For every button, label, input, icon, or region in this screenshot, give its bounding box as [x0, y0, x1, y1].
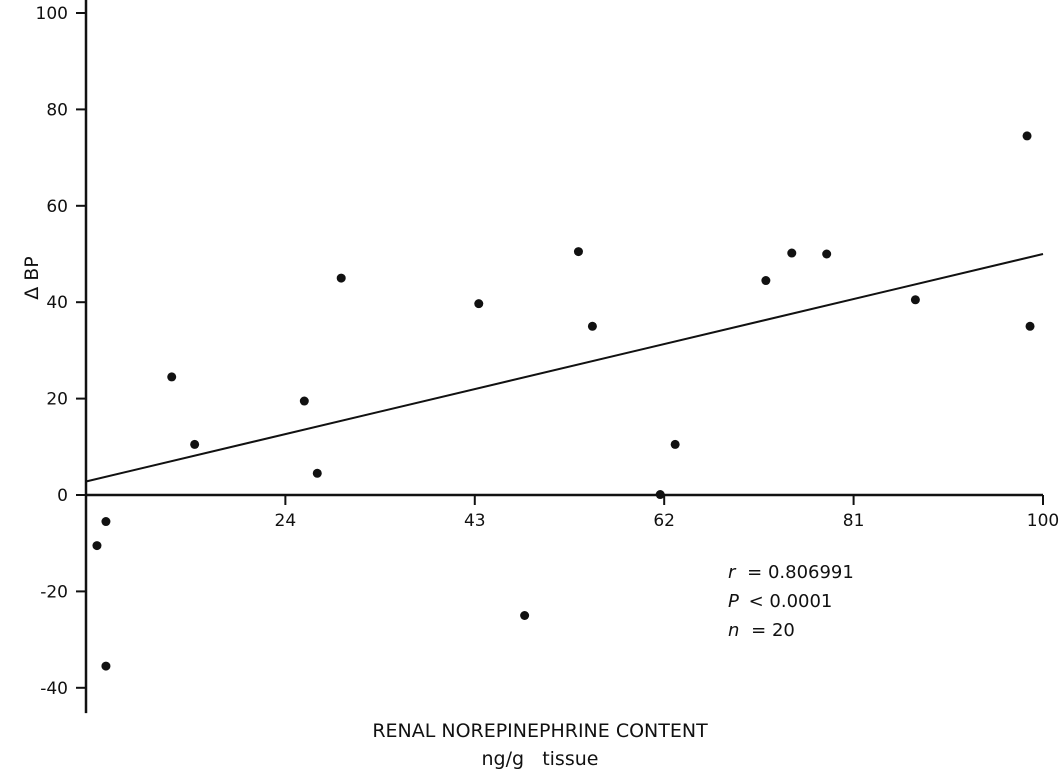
x-tick-label: 43	[464, 511, 486, 531]
data-point	[167, 372, 177, 382]
x-tick-label: 24	[275, 511, 297, 531]
y-tick-label: 80	[46, 100, 68, 120]
x-tick-label: 62	[653, 511, 675, 531]
data-point	[101, 517, 111, 527]
data-points	[92, 131, 1035, 671]
y-tick-label: -40	[40, 679, 68, 699]
data-point	[474, 299, 484, 309]
stat-r-label: r	[728, 562, 737, 583]
regression-line	[85, 253, 1044, 483]
y-tick-label: 100	[36, 4, 68, 24]
data-point	[190, 439, 200, 449]
data-point	[670, 439, 680, 449]
stats-annotation: r = 0.806991 P < 0.0001 n = 20	[728, 562, 854, 641]
y-tick-label: 20	[46, 390, 68, 410]
data-point	[761, 276, 771, 286]
data-point	[299, 396, 309, 406]
stat-r: r = 0.806991	[728, 562, 854, 583]
data-point	[573, 247, 583, 257]
x-axis-ticks: 24 43 62 81 100	[275, 495, 1059, 531]
data-point	[787, 248, 797, 258]
stat-n-label: n	[728, 620, 739, 641]
data-point	[101, 661, 111, 671]
y-tick-label: 0	[57, 486, 68, 506]
y-tick-label: 40	[46, 293, 68, 313]
data-point	[587, 321, 597, 331]
data-point	[520, 611, 530, 620]
stat-p-value: < 0.0001	[749, 591, 833, 612]
data-point	[312, 468, 322, 478]
data-point	[1025, 321, 1035, 331]
data-point	[92, 541, 102, 551]
stat-n: n = 20	[728, 620, 795, 641]
data-point	[1022, 131, 1032, 141]
y-tick-label: -20	[40, 582, 68, 602]
x-axis-unit: ng/g tissue	[482, 748, 599, 770]
stat-p-label: P	[728, 591, 739, 612]
data-point	[655, 490, 665, 500]
data-point	[910, 295, 920, 305]
x-axis-title: RENAL NOREPINEPHRINE CONTENT	[372, 720, 708, 742]
x-tick-label: 81	[843, 511, 865, 531]
x-tick-label: 100	[1027, 511, 1059, 531]
stat-r-value: = 0.806991	[747, 562, 854, 583]
y-tick-label: 60	[46, 197, 68, 217]
data-point	[336, 273, 346, 283]
axes	[84, 0, 1043, 714]
stat-n-value: = 20	[751, 620, 795, 641]
stat-p: P < 0.0001	[728, 591, 832, 612]
y-axis-ticks: -40 -20 0 20 40 60 80 100	[36, 4, 86, 699]
y-axis-title: Δ BP	[21, 256, 43, 300]
data-point	[822, 249, 832, 259]
